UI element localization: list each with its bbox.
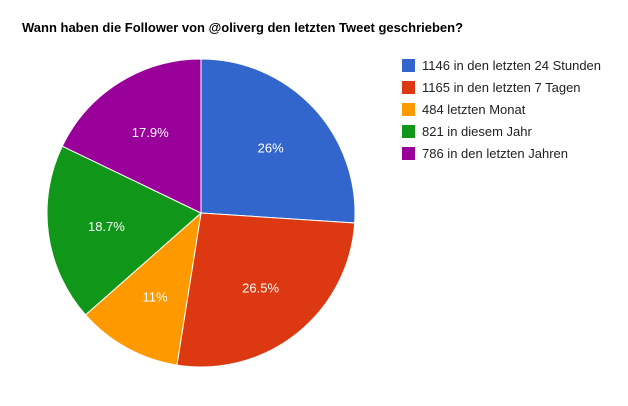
slice-percent-label: 18.7% — [88, 219, 125, 234]
legend-label: 1146 in den letzten 24 Stunden — [422, 58, 602, 73]
slice-percent-label: 17.9% — [132, 125, 169, 140]
pie-slice[interactable] — [46, 145, 202, 316]
legend-item[interactable]: 1165 in den letzten 7 Tagen — [402, 79, 617, 96]
legend-swatch — [402, 59, 415, 72]
legend-item[interactable]: 1146 in den letzten 24 Stunden — [402, 57, 617, 74]
legend-label: 821 in diesem Jahr — [422, 124, 532, 139]
legend-item[interactable]: 484 letzten Monat — [402, 101, 617, 118]
legend: 1146 in den letzten 24 Stunden 1165 in d… — [402, 57, 617, 167]
pie-slice[interactable] — [84, 211, 202, 366]
legend-swatch — [402, 125, 415, 138]
slice-percent-label: 26% — [258, 141, 284, 156]
legend-label: 484 letzten Monat — [422, 102, 526, 117]
slice-percent-label: 26.5% — [242, 281, 279, 296]
legend-swatch — [402, 81, 415, 94]
legend-item[interactable]: 786 in den letzten Jahren — [402, 145, 617, 162]
slice-percent-label: 11% — [142, 290, 167, 305]
pie-slice[interactable] — [176, 212, 356, 368]
chart-title: Wann haben die Follower von @oliverg den… — [22, 20, 464, 35]
pie-slice[interactable] — [61, 58, 202, 214]
legend-item[interactable]: 821 in diesem Jahr — [402, 123, 617, 140]
legend-swatch — [402, 147, 415, 160]
legend-label: 1165 in den letzten 7 Tagen — [422, 80, 581, 95]
pie-slice[interactable] — [200, 58, 356, 224]
legend-swatch — [402, 103, 415, 116]
legend-label: 786 in den letzten Jahren — [422, 146, 568, 161]
